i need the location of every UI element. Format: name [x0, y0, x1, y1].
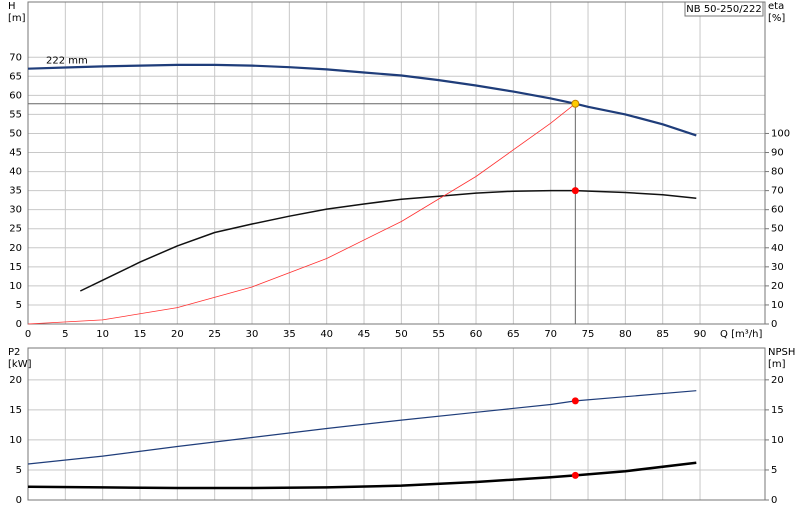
y2-axis-label: NPSH	[768, 347, 795, 358]
y-tick-label: 10	[9, 281, 22, 292]
x-axis-label: Q [m³/h]	[720, 329, 762, 340]
model-label: NB 50-250/222	[686, 4, 761, 15]
x-tick-label: 75	[582, 329, 595, 340]
y2-tick-label: 70	[771, 186, 784, 197]
y2-tick-label: 0	[771, 495, 777, 506]
y2-axis-unit: [m]	[768, 359, 786, 370]
y2-tick-label: 20	[771, 375, 784, 386]
y-tick-label: 15	[9, 262, 22, 273]
x-tick-label: 30	[246, 329, 259, 340]
y-tick-label: 50	[9, 128, 22, 139]
x-tick-label: 5	[62, 329, 68, 340]
y2-tick-label: 90	[771, 148, 784, 159]
y2-tick-label: 0	[771, 319, 777, 330]
y2-tick-label: 80	[771, 167, 784, 178]
x-tick-label: 15	[134, 329, 147, 340]
y2-tick-label: 30	[771, 262, 784, 273]
x-tick-label: 35	[283, 329, 296, 340]
y2-tick-label: 5	[771, 465, 777, 476]
point-marker	[571, 471, 579, 479]
y2-axis-unit: [%]	[768, 13, 785, 24]
y-axis-unit: [kW]	[8, 359, 32, 370]
point-marker	[571, 99, 580, 108]
y-tick-label: 0	[16, 319, 22, 330]
y-tick-label: 10	[9, 435, 22, 446]
y-tick-label: 5	[16, 465, 22, 476]
curve	[79, 189, 697, 292]
x-tick-label: 10	[96, 329, 109, 340]
x-tick-label: 60	[470, 329, 483, 340]
curve	[27, 63, 697, 137]
y2-tick-label: 10	[771, 435, 784, 446]
x-tick-label: 45	[358, 329, 371, 340]
x-tick-label: 50	[395, 329, 408, 340]
y-tick-label: 70	[9, 52, 22, 63]
y2-tick-label: 60	[771, 205, 784, 216]
y2-axis-label: eta	[768, 1, 784, 12]
x-tick-label: 90	[694, 329, 707, 340]
point-marker	[571, 397, 579, 405]
x-tick-label: 65	[507, 329, 520, 340]
y-tick-label: 0	[16, 495, 22, 506]
x-tick-label: 85	[656, 329, 669, 340]
y2-tick-label: 40	[771, 243, 784, 254]
curve	[27, 461, 697, 490]
y-tick-label: 45	[9, 148, 22, 159]
x-tick-label: 55	[432, 329, 445, 340]
x-tick-label: 20	[171, 329, 184, 340]
y2-tick-label: 20	[771, 281, 784, 292]
y2-tick-label: 10	[771, 300, 784, 311]
y-tick-label: 55	[9, 109, 22, 120]
curve	[27, 103, 576, 325]
y2-tick-label: 50	[771, 224, 784, 235]
y-tick-label: 35	[9, 186, 22, 197]
y-axis-label: H	[8, 1, 16, 12]
x-tick-label: 70	[544, 329, 557, 340]
y2-tick-label: 15	[771, 405, 784, 416]
curve	[27, 390, 697, 465]
y-tick-label: 65	[9, 71, 22, 82]
x-tick-label: 40	[320, 329, 333, 340]
y-tick-label: 40	[9, 167, 22, 178]
y2-tick-label: 100	[771, 128, 790, 139]
y-tick-label: 30	[9, 205, 22, 216]
y-axis-unit: [m]	[8, 13, 26, 24]
y-tick-label: 60	[9, 90, 22, 101]
y-tick-label: 15	[9, 405, 22, 416]
curve-label: 222 mm	[46, 56, 88, 67]
plot-frame	[27, 347, 766, 501]
y-tick-label: 5	[16, 300, 22, 311]
y-tick-label: 20	[9, 243, 22, 254]
y-tick-label: 20	[9, 375, 22, 386]
x-tick-label: 80	[619, 329, 632, 340]
y-tick-label: 25	[9, 224, 22, 235]
plot-frame	[27, 1, 766, 325]
point-marker	[571, 187, 579, 195]
x-tick-label: 0	[25, 329, 31, 340]
model-box	[684, 1, 764, 17]
y-axis-label: P2	[8, 347, 20, 358]
x-tick-label: 25	[208, 329, 221, 340]
